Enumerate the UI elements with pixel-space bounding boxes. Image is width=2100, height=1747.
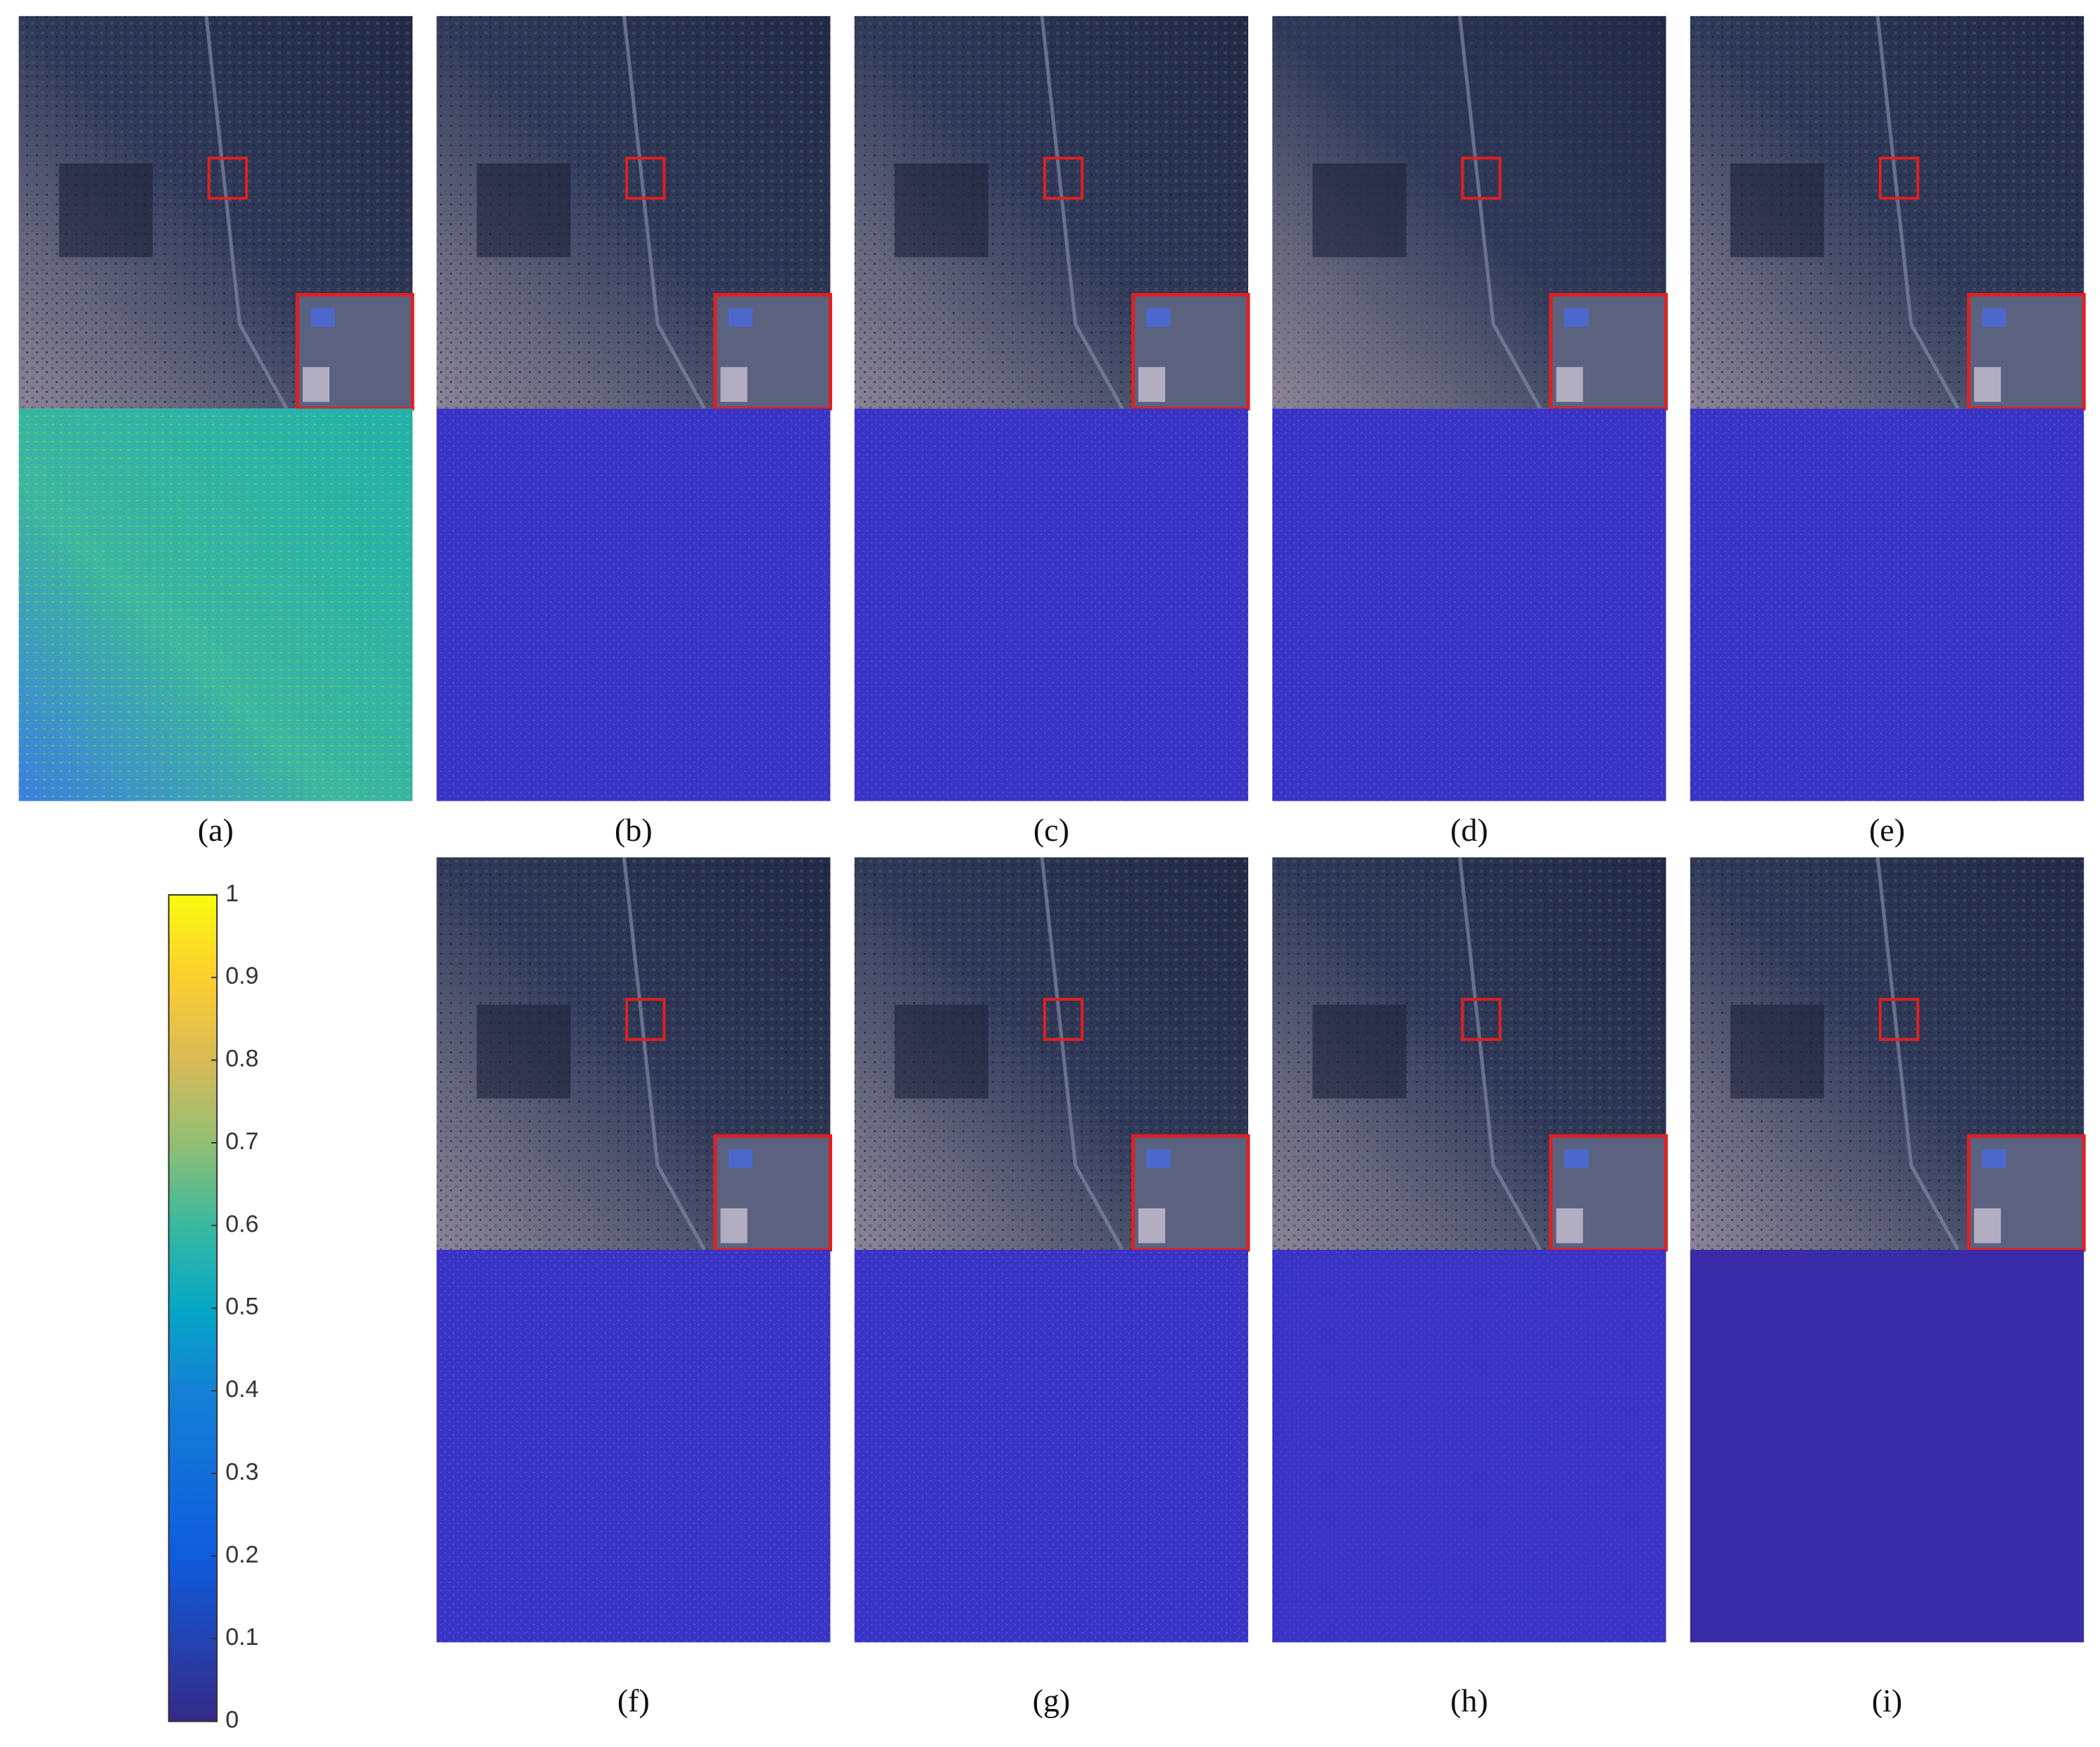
panel-label: (f) [617, 1682, 650, 1718]
field-block [894, 163, 988, 258]
panel-label: (b) [615, 812, 653, 848]
panel-label: (e) [1869, 812, 1905, 848]
panel: (h) [1272, 857, 1668, 1718]
error-texture [1690, 408, 2085, 801]
inset-detail [720, 1208, 748, 1244]
zoom-box [625, 156, 666, 200]
colorbar-tick-label: 0.4 [225, 1376, 258, 1403]
field-block [477, 1004, 571, 1098]
panel-label: (c) [1033, 812, 1069, 848]
road [1458, 857, 1542, 1251]
error-texture [436, 408, 831, 801]
panel: (d) [1272, 15, 1668, 848]
panel: (i) [1690, 857, 2086, 1718]
inset-detail [1556, 1208, 1583, 1244]
inset-detail [310, 308, 335, 327]
panel: (a) [18, 15, 415, 848]
field-block [894, 1004, 988, 1098]
panel: (f) [436, 857, 833, 1718]
inset-detail [1138, 1208, 1166, 1244]
inset-detail [728, 308, 753, 327]
zoom-box [625, 998, 666, 1041]
inset-detail [1564, 308, 1589, 327]
inset-detail [302, 367, 329, 402]
inset-detail [1982, 1149, 2006, 1168]
zoom-box [1879, 998, 1920, 1041]
error-texture [1272, 1249, 1666, 1643]
road [1040, 15, 1124, 410]
inset-detail [720, 367, 748, 402]
inset-detail [1146, 1149, 1171, 1168]
road [622, 857, 706, 1251]
inset-detail [1564, 1149, 1589, 1168]
colorbar-tick-label: 0.6 [225, 1210, 258, 1237]
error-texture [1272, 408, 1666, 801]
inset-detail [1982, 308, 2006, 327]
error-texture [854, 1249, 1249, 1643]
panel-label: (g) [1033, 1682, 1071, 1718]
field-block [1730, 163, 1825, 258]
panel: (e) [1690, 15, 2086, 848]
colorbar-tick-label: 0.7 [225, 1128, 258, 1155]
road [1040, 857, 1124, 1251]
road [204, 15, 289, 410]
error-texture [18, 408, 413, 801]
zoom-box [1879, 156, 1920, 200]
panel: (b) [436, 15, 833, 848]
zoom-box [1043, 998, 1084, 1041]
zoom-box [1043, 156, 1084, 200]
panel-label: (h) [1450, 1682, 1488, 1718]
field-block [1730, 1004, 1825, 1098]
inset-detail [728, 1149, 753, 1168]
inset-detail [1146, 308, 1171, 327]
road [1875, 857, 1960, 1251]
colorbar [168, 894, 218, 1722]
error-texture [854, 408, 1249, 801]
error-map [1690, 1249, 2085, 1643]
colorbar-tick-label: 0.9 [225, 963, 258, 989]
zoom-box [207, 156, 249, 200]
field-block [1312, 1004, 1407, 1098]
panel: (g) [854, 857, 1250, 1718]
panel-label: (i) [1872, 1682, 1902, 1718]
colorbar-tick-label: 0.8 [225, 1046, 258, 1072]
colorbar-tick-label: 1 [225, 880, 239, 907]
road [1875, 15, 1960, 410]
road [622, 15, 706, 410]
panel-label: (a) [198, 812, 234, 848]
panel: (c) [854, 15, 1250, 848]
error-texture [436, 1249, 831, 1643]
colorbar-tick-label: 0.3 [225, 1458, 258, 1485]
field-block [1312, 163, 1407, 258]
zoom-box [1461, 156, 1502, 200]
colorbar-tick-label: 0.5 [225, 1294, 258, 1320]
colorbar-tick-label: 0 [225, 1707, 239, 1734]
inset-detail [1556, 367, 1583, 402]
panel-label: (d) [1450, 812, 1488, 848]
zoom-box [1461, 998, 1502, 1041]
colorbar-tick-label: 0.1 [225, 1624, 258, 1651]
inset-detail [1138, 367, 1166, 402]
inset-detail [1974, 367, 2001, 402]
road [1458, 15, 1542, 410]
field-block [477, 163, 571, 258]
inset-detail [1974, 1208, 2001, 1244]
colorbar-tick-label: 0.2 [225, 1541, 258, 1568]
field-block [58, 163, 153, 258]
